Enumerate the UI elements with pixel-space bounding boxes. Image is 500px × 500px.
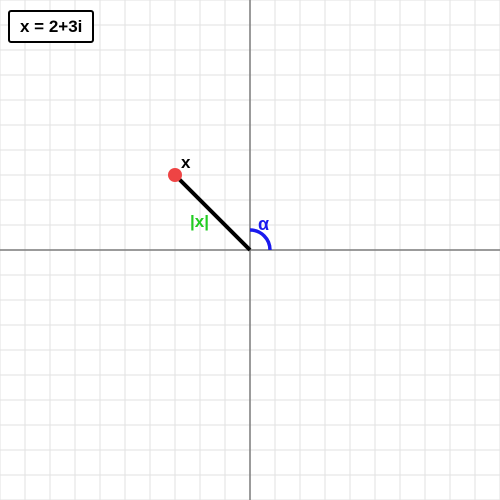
angle-arc (249, 228, 272, 251)
angle-label: α (258, 214, 269, 234)
expression-label: x = 2+3i (8, 10, 95, 43)
vector-line (173, 173, 252, 252)
point-x[interactable] (168, 168, 182, 182)
modulus-label: |x| (190, 212, 209, 231)
point-label: x (181, 153, 191, 172)
expression-text: x = 2+3i (20, 16, 83, 36)
